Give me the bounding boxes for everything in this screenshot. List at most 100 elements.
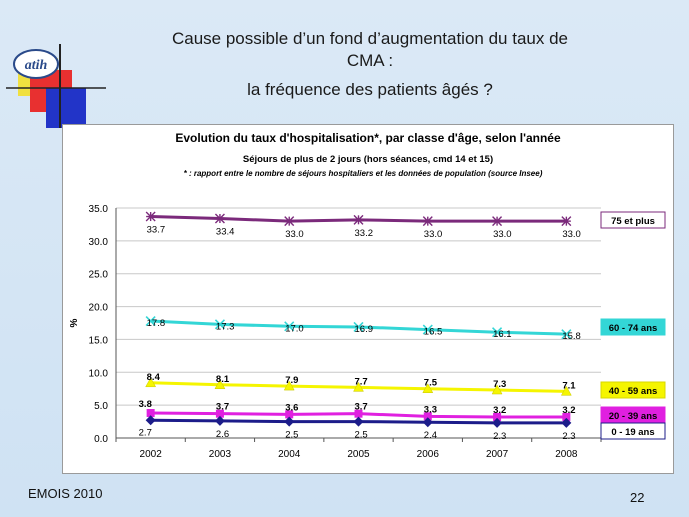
data-label: 16.1 xyxy=(493,329,512,340)
data-label: 2.4 xyxy=(424,430,437,441)
data-point-square xyxy=(285,410,294,419)
data-point-star xyxy=(145,211,156,222)
page-number: 22 xyxy=(630,490,645,505)
slide-subtitle: la fréquence des patients âgés ? xyxy=(247,80,493,99)
legend-box xyxy=(600,422,666,440)
data-point-triangle xyxy=(422,383,434,393)
data-label: 2.5 xyxy=(285,430,298,441)
legend-label: 60 - 74 ans xyxy=(609,323,658,334)
data-point-triangle xyxy=(283,380,295,391)
data-label: 33.0 xyxy=(424,229,443,240)
data-point-triangle xyxy=(353,381,364,392)
x-tick-label: 2008 xyxy=(555,449,578,460)
data-point-star xyxy=(353,214,364,225)
data-label: 3.3 xyxy=(424,404,437,415)
data-label: 17.0 xyxy=(285,323,304,334)
data-point-x xyxy=(353,321,364,333)
data-point-square xyxy=(354,409,363,418)
slide-title: Cause possible d’un fond d’augmentation … xyxy=(150,28,590,72)
data-point-star xyxy=(284,216,295,227)
data-point-square xyxy=(493,412,502,421)
x-tick-label: 2002 xyxy=(140,449,163,460)
data-label: 7.9 xyxy=(285,375,298,386)
data-label: 33.0 xyxy=(285,229,304,240)
x-stroke xyxy=(422,324,433,335)
data-point-x xyxy=(284,321,295,332)
legend-label: 40 - 59 ans xyxy=(609,386,658,397)
data-point-star xyxy=(561,216,572,227)
chart-note: * : rapport entre le nombre de séjours h… xyxy=(184,169,543,178)
data-point-triangle xyxy=(491,384,503,395)
x-tick-label: 2004 xyxy=(278,449,301,460)
logo-oval xyxy=(13,49,59,79)
legend-label: 0 - 19 ans xyxy=(611,427,654,438)
x-stroke xyxy=(145,315,156,327)
chart-subtitle: Séjours de plus de 2 jours (hors séances… xyxy=(243,154,493,165)
y-tick-label: 35.0 xyxy=(89,204,109,215)
data-point-star xyxy=(422,216,433,227)
data-label: 33.0 xyxy=(562,229,581,240)
x-stroke xyxy=(353,321,364,333)
atih-logo: atih xyxy=(6,44,106,128)
data-label: 3.8 xyxy=(139,399,152,410)
data-point-triangle xyxy=(214,379,226,390)
data-label: 2.6 xyxy=(216,429,229,440)
x-stroke xyxy=(284,321,295,332)
y-tick-label: 25.0 xyxy=(89,270,109,281)
data-point-x xyxy=(214,319,225,330)
data-point-square xyxy=(423,412,432,421)
data-point-square xyxy=(215,409,224,418)
data-point-square xyxy=(146,409,155,418)
data-point-diamond xyxy=(422,417,433,428)
data-label: 2.5 xyxy=(355,430,368,441)
y-tick-label: 20.0 xyxy=(89,303,109,314)
data-label: 7.1 xyxy=(562,380,576,391)
y-tick-label: 15.0 xyxy=(89,335,109,346)
data-label: 3.2 xyxy=(493,405,506,416)
legend-box xyxy=(600,318,666,336)
legend-box xyxy=(600,211,666,229)
data-label: 3.6 xyxy=(285,402,298,413)
data-label: 17.3 xyxy=(216,321,235,332)
slide-title-line2: CMA : xyxy=(346,51,394,70)
data-label: 33.2 xyxy=(355,228,374,239)
legend-label: 75 et plus xyxy=(611,216,655,227)
x-stroke xyxy=(492,327,503,338)
data-point-triangle xyxy=(145,377,157,388)
x-tick-label: 2005 xyxy=(347,449,370,460)
legend-label: 20 - 39 ans xyxy=(609,411,658,422)
data-point-x xyxy=(145,315,156,327)
data-label: 16.5 xyxy=(424,327,443,338)
data-label: 2.3 xyxy=(493,431,506,442)
data-point-diamond xyxy=(353,416,364,427)
logo-text: atih xyxy=(25,58,48,73)
data-point-diamond xyxy=(284,416,295,427)
data-point-diamond xyxy=(561,417,572,428)
data-label: 8.4 xyxy=(147,372,161,383)
data-point-diamond xyxy=(145,415,156,426)
data-label: 2.7 xyxy=(139,427,152,438)
chart-body: 0.0 5.0 10.0 15.0 20.0 25.0 30.0 35.0 2002 2003 20… xyxy=(89,204,666,460)
data-point-star xyxy=(492,216,503,227)
data-label: 7.3 xyxy=(493,379,506,390)
data-point-x xyxy=(422,324,433,335)
line-chart: Evolution du taux d'hospitalisation*, pa… xyxy=(69,131,666,460)
data-point-triangle xyxy=(560,385,572,396)
y-tick-label: 0.0 xyxy=(94,434,108,445)
slide-title-line1: Cause possible d’un fond d’augmentation … xyxy=(171,29,568,48)
data-label: 33.7 xyxy=(147,225,166,236)
data-label: 8.1 xyxy=(216,374,230,385)
data-point-x xyxy=(492,327,503,338)
data-point-diamond xyxy=(492,417,503,428)
data-point-diamond xyxy=(214,415,225,426)
x-tick-label: 2003 xyxy=(209,449,232,460)
x-stroke xyxy=(214,319,225,330)
x-tick-label: 2006 xyxy=(417,449,440,460)
data-point-square xyxy=(562,412,571,421)
data-label: 15.8 xyxy=(562,331,581,342)
y-axis-label: % xyxy=(69,318,80,327)
data-label: 3.7 xyxy=(216,402,229,413)
footer-label: EMOIS 2010 xyxy=(28,486,103,501)
data-label: 33.4 xyxy=(216,227,235,238)
data-label: 33.0 xyxy=(493,229,512,240)
